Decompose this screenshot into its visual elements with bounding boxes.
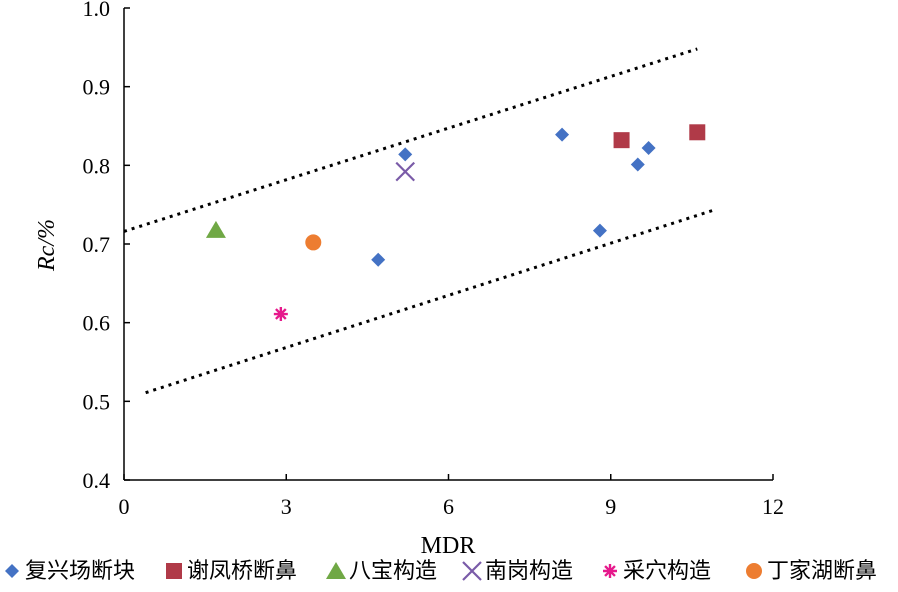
x-tick-label: 12: [762, 494, 784, 519]
legend-item: 采穴构造: [603, 559, 711, 584]
y-tick-label: 0.4: [83, 468, 111, 493]
x-axis-ticks: 0 3 6 9 12: [119, 474, 784, 519]
x-tick-label: 6: [443, 494, 454, 519]
legend-label: 八宝构造: [349, 559, 437, 584]
x-tick-label: 0: [119, 494, 130, 519]
data-point-circle: [305, 234, 322, 251]
data-point-diamond: [555, 127, 570, 142]
data-point-triangle: [205, 220, 226, 238]
legend-label: 南岗构造: [485, 559, 573, 584]
legend-label: 复兴场断块: [25, 559, 135, 584]
x-tick-label: 9: [605, 494, 616, 519]
legend-marker-circle: [746, 563, 762, 579]
y-tick-label: 0.6: [83, 311, 111, 336]
x-tick-label: 3: [281, 494, 292, 519]
data-point-diamond: [630, 157, 645, 172]
lower-bound-trend-line: [145, 208, 714, 395]
x-axis-title: MDR: [421, 533, 476, 559]
legend-marker-triangle: [326, 562, 346, 579]
data-point-square: [613, 132, 630, 149]
trend-lines: [123, 47, 714, 395]
legend-marker-diamond: [5, 564, 19, 578]
y-tick-label: 0.5: [83, 389, 111, 414]
legend-marker-asterisk: [603, 564, 617, 578]
legend-marker-x: [462, 561, 482, 581]
y-tick-label: 0.8: [83, 153, 111, 178]
legend-label: 谢凤桥断鼻: [187, 559, 297, 584]
y-tick-label: 0.7: [83, 232, 111, 257]
legend-label: 丁家湖断鼻: [767, 559, 877, 584]
legend-item: 南岗构造: [462, 559, 573, 584]
data-point-x: [395, 161, 416, 182]
plot-area: [123, 47, 714, 395]
legend-label: 采穴构造: [623, 559, 711, 584]
y-tick-label: 1.0: [83, 0, 111, 21]
data-point-square: [689, 124, 706, 141]
legend-marker-square: [166, 563, 182, 579]
legend-item: 丁家湖断鼻: [746, 559, 877, 584]
upper-bound-trend-line: [123, 47, 698, 233]
legend: 复兴场断块 谢凤桥断鼻 八宝构造 南岗构造 采穴构造 丁家湖断鼻: [5, 559, 877, 584]
data-point-asterisk: [273, 307, 288, 322]
y-axis-ticks: 0.4 0.5 0.6 0.7 0.8 0.9 1.0: [83, 0, 130, 493]
data-points: [205, 124, 706, 322]
legend-item: 八宝构造: [326, 559, 437, 584]
data-point-diamond: [398, 147, 413, 162]
y-tick-label: 0.9: [83, 75, 111, 100]
legend-item: 谢凤桥断鼻: [166, 559, 297, 584]
legend-item: 复兴场断块: [5, 559, 135, 584]
data-point-diamond: [371, 252, 386, 267]
data-point-diamond: [641, 141, 656, 156]
y-axis-title: Rc/%: [34, 219, 60, 272]
data-point-diamond: [592, 223, 607, 238]
